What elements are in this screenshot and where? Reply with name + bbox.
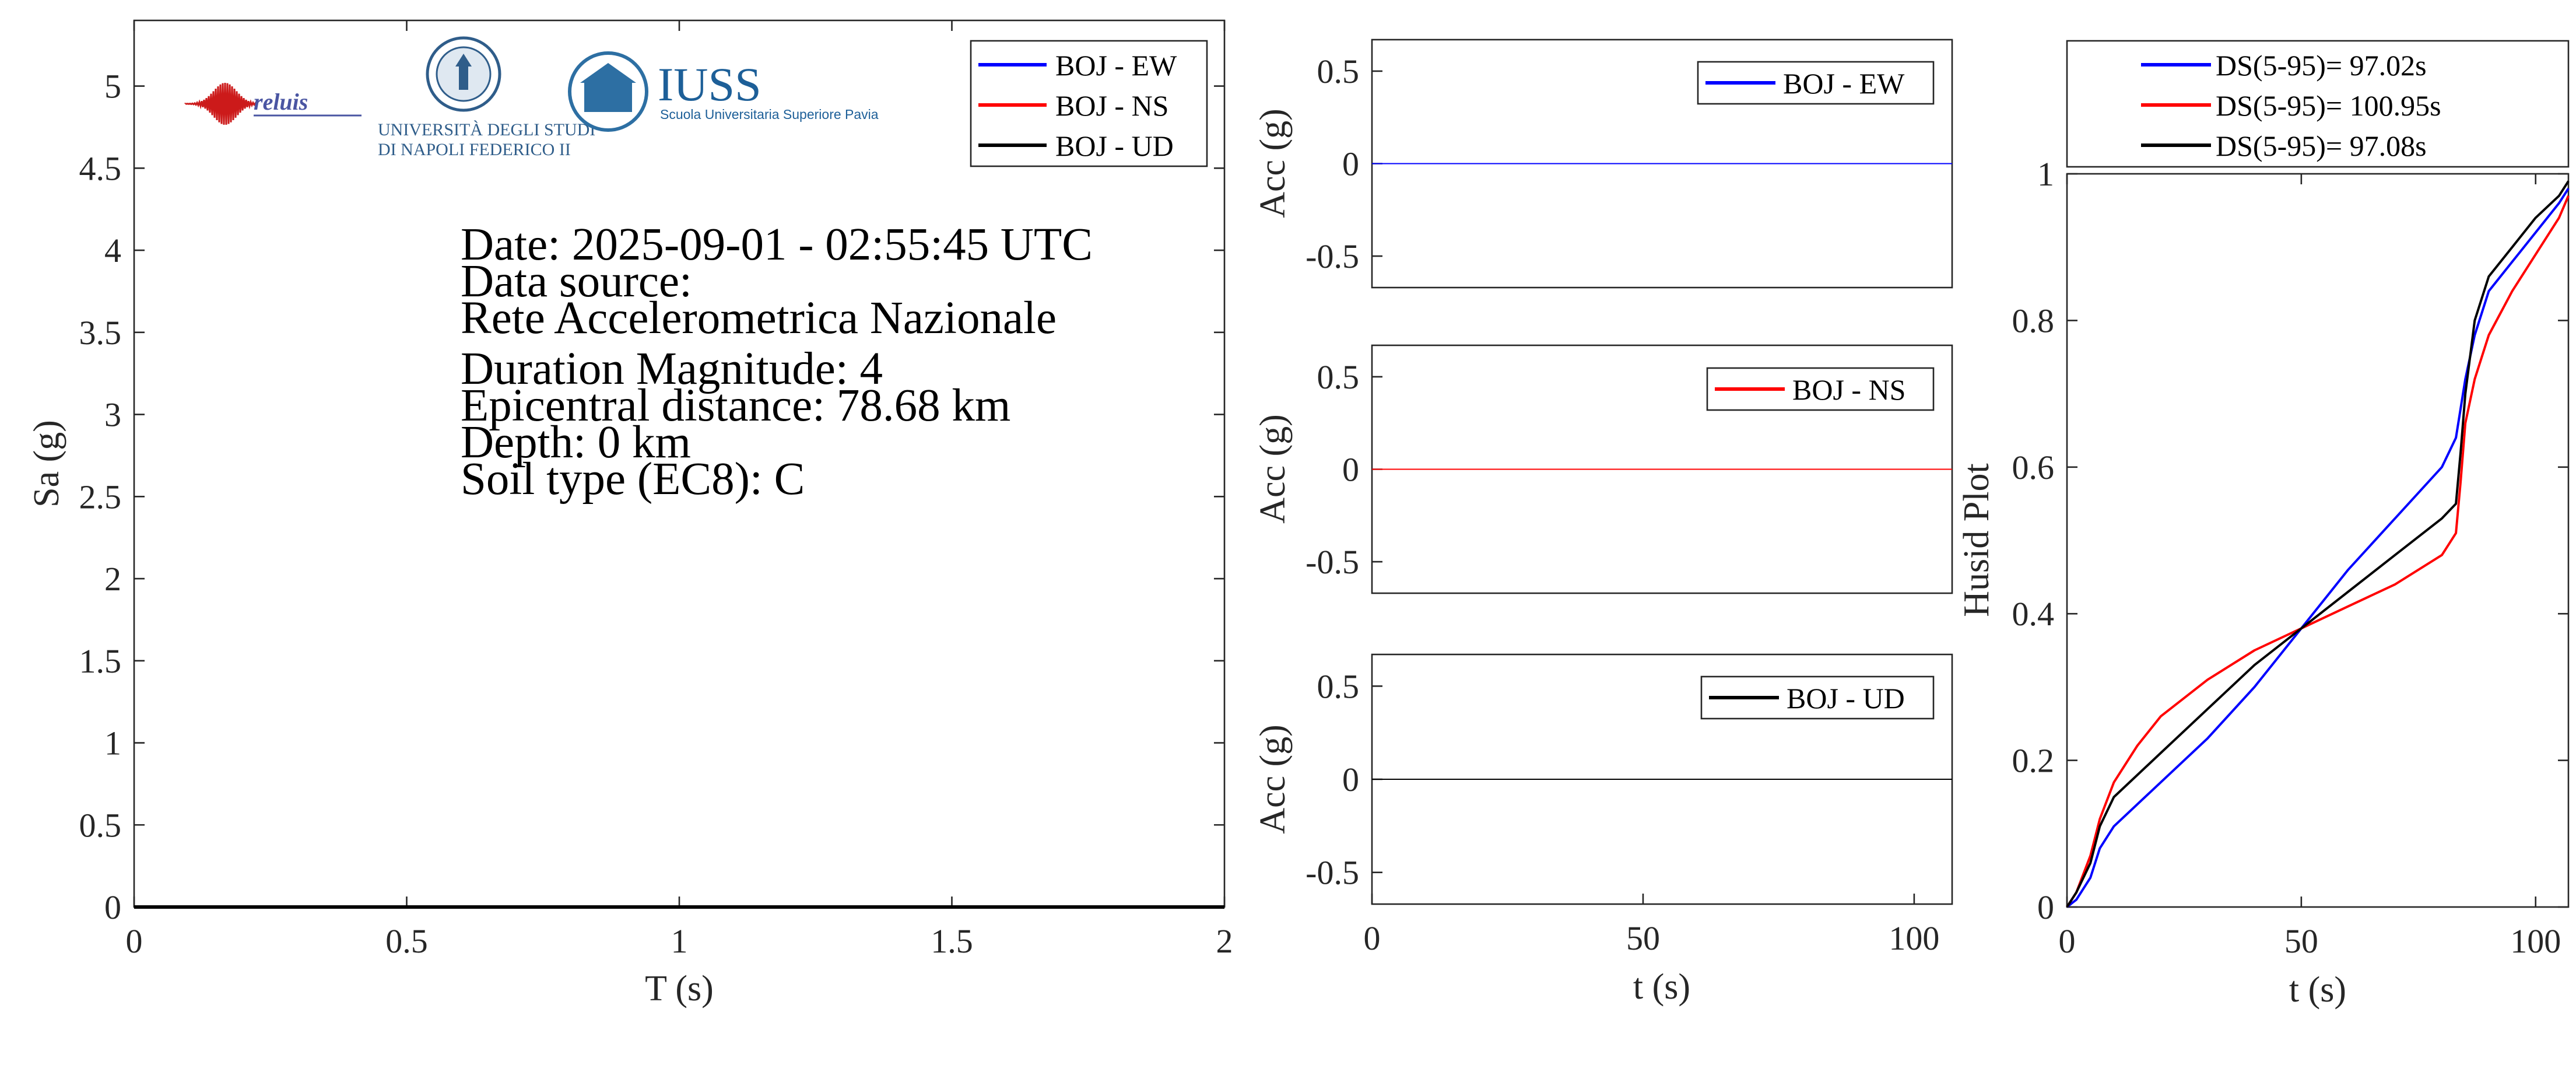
spectrum-ytick-label: 3.5 bbox=[79, 314, 122, 352]
acc-ew-legend: BOJ - EW bbox=[1697, 61, 1935, 105]
acc-ew-legend-label: BOJ - EW bbox=[1783, 67, 1905, 100]
acc-ud-xtick-label: 50 bbox=[1626, 919, 1660, 957]
reluis-waveform-icon bbox=[184, 82, 257, 125]
husid-xtick-label: 100 bbox=[2510, 922, 2561, 960]
reluis-logo: reluis bbox=[184, 82, 362, 125]
husid-series-2 bbox=[2066, 195, 2570, 908]
husid-panel: 0 0.2 0.4 0.6 0.8 1 0 50 100 t (s) Husid Plot DS… bbox=[1957, 40, 2570, 1010]
acc-ud-xtick-label: 0 bbox=[1364, 919, 1381, 957]
acc-ns-legend: BOJ - NS bbox=[1706, 367, 1935, 411]
husid-ytick-label: 1 bbox=[2037, 155, 2054, 193]
husid-ticks: 0 0.2 0.4 0.6 0.8 1 0 50 100 bbox=[2012, 155, 2568, 960]
acc-ns-panel: -0.5 0 0.5 Acc (g) BOJ - NS bbox=[1253, 344, 1953, 594]
acc-ew-ticks: -0.5 0 0.5 bbox=[1305, 52, 1382, 275]
info-date: Date: 2025-09-01 - 02:55:45 UTC bbox=[461, 219, 1093, 270]
reluis-logo-text: reluis bbox=[254, 89, 308, 115]
husid-ylabel: Husid Plot bbox=[1957, 463, 1996, 617]
spectrum-ytick-label: 1.5 bbox=[79, 642, 122, 680]
spectrum-ytick-label: 1 bbox=[104, 724, 121, 762]
husid-legend-ud: DS(5-95)= 97.08s bbox=[2216, 129, 2427, 162]
acc-ud-legend: BOJ - UD bbox=[1700, 675, 1935, 720]
husid-lines bbox=[2066, 180, 2570, 908]
spectrum-xtick-label: 0 bbox=[126, 922, 143, 960]
spectrum-ytick-label: 2 bbox=[104, 560, 121, 598]
acc-ud-ticks: -0.500.50 50 100 bbox=[1305, 667, 1939, 957]
spectrum-ytick-label: 2.5 bbox=[79, 478, 122, 516]
acc-ew-panel: -0.5 0 0.5 Acc (g) BOJ - EW bbox=[1253, 38, 1953, 289]
info-epicentral-distance: Epicentral distance: 78.68 km bbox=[461, 380, 1010, 431]
acc-ud-panel: -0.500.50 50 100 t (s) Acc (g) BOJ - UD bbox=[1253, 653, 1953, 1007]
spectrum-panel: 0 0.5 1 1.5 2 2.5 3 3.5 4 4.5 5 0 0.5 1 1.5 2 T (s) Sa … bbox=[27, 19, 1233, 1009]
info-data-source: Rete Accelerometrica Nazionale bbox=[461, 293, 1057, 344]
spectrum-ytick-label: 0 bbox=[104, 888, 121, 926]
info-soil-type: Soil type (EC8): C bbox=[461, 454, 805, 505]
husid-series-3 bbox=[2066, 180, 2570, 908]
spectrum-ytick-label: 0.5 bbox=[79, 806, 122, 844]
spectrum-ylabel: Sa (g) bbox=[27, 420, 66, 507]
info-data-source-label: Data source: bbox=[461, 256, 692, 307]
info-magnitude: Duration Magnitude: 4 bbox=[461, 344, 883, 394]
husid-ytick-label: 0 bbox=[2037, 888, 2054, 926]
spectrum-legend-ud: BOJ - UD bbox=[1055, 129, 1174, 162]
acc-ew-ylabel: Acc (g) bbox=[1253, 108, 1293, 218]
husid-ytick-label: 0.2 bbox=[2012, 742, 2055, 780]
spectrum-legend-ns: BOJ - NS bbox=[1055, 89, 1168, 122]
spectrum-xtick-label: 0.5 bbox=[385, 922, 428, 960]
acc-ud-xlabel: t (s) bbox=[1633, 967, 1690, 1007]
acc-ns-ticks: -0.5 0 0.5 bbox=[1305, 358, 1382, 581]
husid-series-1 bbox=[2066, 188, 2570, 908]
acc-ud-ytick-label: -0.5 bbox=[1305, 854, 1359, 892]
acc-ns-legend-label: BOJ - NS bbox=[1792, 373, 1905, 406]
unina-seal-figure-icon bbox=[455, 54, 472, 90]
unina-logo-line2: DI NAPOLI FEDERICO II bbox=[378, 140, 571, 159]
acc-ns-ytick-label: 0 bbox=[1342, 451, 1359, 489]
husid-ytick-label: 0.8 bbox=[2012, 302, 2055, 339]
husid-ytick-label: 0.6 bbox=[2012, 449, 2055, 486]
husid-axes-frame bbox=[2066, 173, 2570, 908]
iuss-logo: IUSS Scuola Universitaria Superiore Pavi… bbox=[568, 51, 879, 132]
acc-ud-legend-label: BOJ - UD bbox=[1787, 682, 1905, 715]
spectrum-xtick-label: 1 bbox=[671, 922, 688, 960]
husid-xlabel: t (s) bbox=[2289, 970, 2346, 1010]
acc-ew-ytick-label: 0 bbox=[1342, 145, 1359, 183]
spectrum-legend-ew: BOJ - EW bbox=[1055, 49, 1177, 82]
unina-logo-line1: UNIVERSITÀ DEGLI STUDI bbox=[378, 120, 595, 139]
acc-ud-ylabel: Acc (g) bbox=[1253, 724, 1293, 834]
iuss-logo-title: IUSS bbox=[658, 58, 761, 111]
husid-xtick-label: 0 bbox=[2059, 922, 2076, 960]
iuss-logo-subtitle: Scuola Universitaria Superiore Pavia bbox=[660, 107, 879, 122]
acc-ud-ytick-label: 0 bbox=[1342, 761, 1359, 799]
spectrum-ytick-label: 4 bbox=[104, 232, 121, 269]
acc-ns-ytick-label: -0.5 bbox=[1305, 543, 1359, 581]
iuss-roof-icon bbox=[580, 63, 636, 83]
spectrum-xtick-label: 2 bbox=[1216, 922, 1233, 960]
reluis-wave-path bbox=[184, 82, 257, 125]
husid-legend: DS(5-95)= 97.02s DS(5-95)= 100.95s DS(5-… bbox=[2066, 40, 2570, 168]
acc-ns-ytick-label: 0.5 bbox=[1317, 358, 1360, 396]
info-depth: Depth: 0 km bbox=[461, 417, 691, 468]
husid-legend-ew: DS(5-95)= 97.02s bbox=[2216, 49, 2427, 82]
acc-ew-ytick-label: -0.5 bbox=[1305, 237, 1359, 275]
spectrum-ticks: 0 0.5 1 1.5 2 2.5 3 3.5 4 4.5 5 0 0.5 1 1.5 2 bbox=[79, 20, 1233, 960]
spectrum-ytick-label: 4.5 bbox=[79, 149, 122, 187]
spectrum-xtick-label: 1.5 bbox=[931, 922, 973, 960]
spectrum-ytick-label: 5 bbox=[104, 68, 121, 106]
acc-ew-ytick-label: 0.5 bbox=[1317, 52, 1360, 90]
unina-logo: UNIVERSITÀ DEGLI STUDI DI NAPOLI FEDERIC… bbox=[378, 36, 595, 159]
iuss-building-icon bbox=[584, 82, 632, 112]
spectrum-xlabel: T (s) bbox=[645, 969, 714, 1009]
acc-ud-ytick-label: 0.5 bbox=[1317, 667, 1360, 705]
husid-ytick-label: 0.4 bbox=[2012, 595, 2055, 633]
spectrum-ytick-label: 3 bbox=[104, 396, 121, 434]
acc-ud-xtick-label: 100 bbox=[1889, 919, 1939, 957]
spectrum-legend: BOJ - EW BOJ - NS BOJ - UD bbox=[970, 40, 1208, 167]
husid-xtick-label: 50 bbox=[2284, 922, 2318, 960]
spectrum-axes-frame bbox=[133, 19, 1226, 908]
event-info: Date: 2025-09-01 - 02:55:45 UTC Data sou… bbox=[461, 219, 1093, 505]
husid-legend-ns: DS(5-95)= 100.95s bbox=[2216, 89, 2441, 122]
acc-ns-ylabel: Acc (g) bbox=[1253, 414, 1293, 524]
